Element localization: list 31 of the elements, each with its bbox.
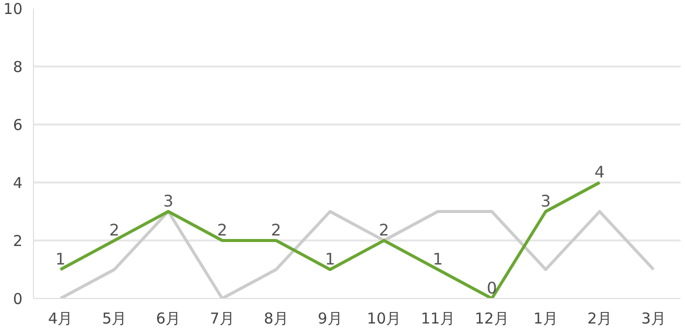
x-tick-label: 8月 [264, 310, 288, 328]
x-tick-label: 11月 [420, 310, 455, 328]
data-label: 1 [432, 250, 443, 268]
data-label: 2 [217, 220, 228, 240]
x-tick-label: 5月 [102, 310, 127, 328]
y-tick-label: 8 [12, 58, 23, 76]
data-label: 2 [378, 220, 390, 240]
x-tick-label: 9月 [318, 310, 342, 328]
data-label: 3 [540, 192, 551, 210]
data-label: 4 [594, 162, 605, 182]
x-tick-label: 1月 [533, 310, 558, 328]
x-tick-label: 6月 [156, 310, 181, 328]
data-label: 1 [55, 250, 66, 268]
x-tick-label: 4月 [48, 310, 73, 328]
y-tick-label: 10 [3, 0, 23, 18]
x-tick-label: 7月 [210, 310, 234, 328]
data-label: 0 [486, 278, 497, 298]
y-tick-label: 4 [12, 174, 23, 192]
y-tick-label: 6 [12, 116, 23, 134]
y-tick-label: 0 [12, 290, 23, 308]
line-series [58, 181, 602, 298]
line-series [58, 210, 656, 298]
data-label: 3 [163, 192, 174, 210]
x-tick-label: 2月 [587, 310, 612, 328]
y-tick-label: 2 [12, 232, 23, 250]
x-tick-label: 12月 [474, 310, 509, 328]
data-label: 1 [324, 250, 336, 268]
data-label: 2 [271, 220, 282, 240]
data-label: 2 [109, 220, 120, 240]
x-tick-label: 10月 [366, 310, 402, 328]
x-tick-label: 3月 [641, 310, 666, 328]
